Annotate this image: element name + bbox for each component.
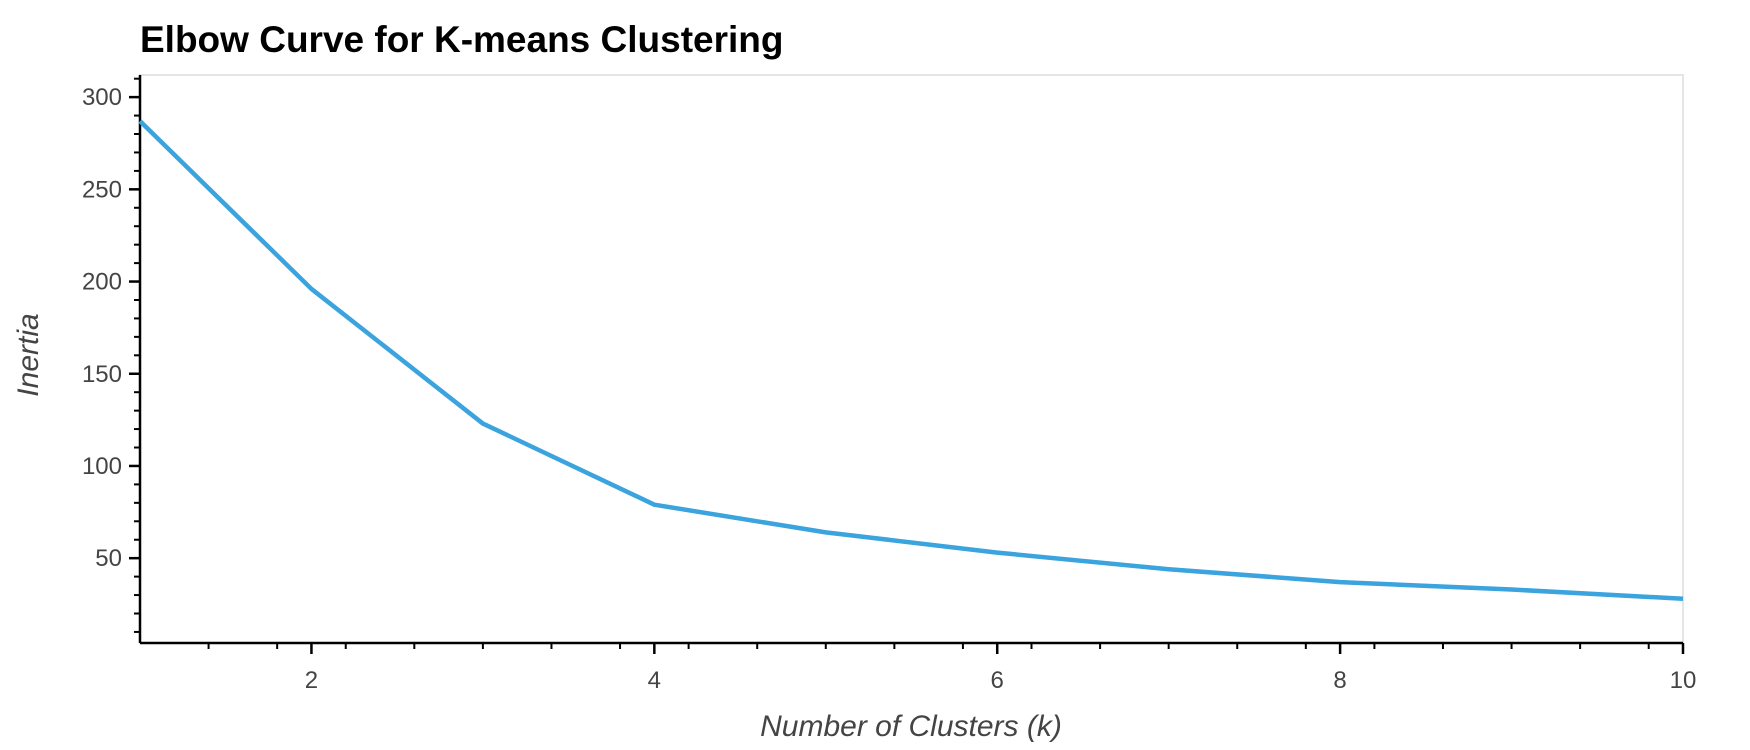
- y-axis: 50 100 150 200 250 300: [82, 75, 142, 643]
- chart-title: Elbow Curve for K-means Clustering: [140, 19, 784, 60]
- y-tick-label: 300: [82, 84, 122, 111]
- x-axis: 2 4 6 8 10: [140, 641, 1697, 694]
- y-tick-label: 200: [82, 269, 122, 296]
- y-tick-label: 100: [82, 453, 122, 480]
- x-axis-label: Number of Clusters (k): [760, 710, 1062, 743]
- series-layer: [138, 119, 1684, 601]
- plot-frame: [139, 74, 1684, 644]
- x-tick-label: 10: [1670, 667, 1697, 694]
- x-tick-label: 8: [1333, 667, 1346, 694]
- y-tick-label: 150: [82, 361, 122, 388]
- x-tick-label: 4: [648, 667, 661, 694]
- y-tick-label: 250: [82, 176, 122, 203]
- x-tick-label: 2: [305, 667, 318, 694]
- series-line: [138, 119, 1684, 601]
- y-axis-label: Inertia: [12, 313, 45, 396]
- y-tick-label: 50: [95, 545, 122, 572]
- x-tick-label: 6: [991, 667, 1004, 694]
